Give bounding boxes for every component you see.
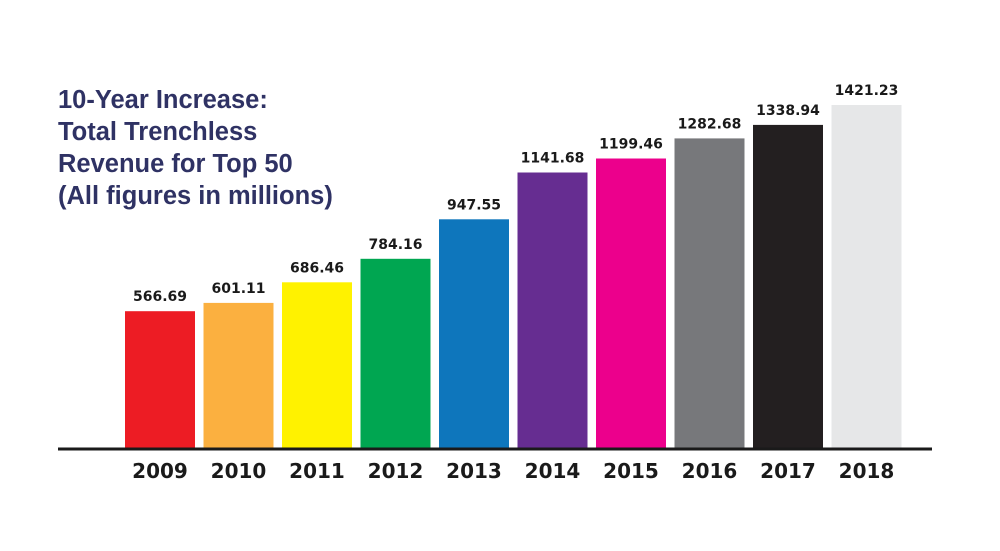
bars-group [125, 105, 902, 449]
value-label-2011: 686.46 [290, 260, 344, 276]
chart-title-line-4: (All figures in millions) [58, 182, 333, 210]
x-tick-label-2009: 2009 [132, 459, 188, 483]
x-tick-label-2011: 2011 [289, 459, 345, 483]
x-tick-label-2015: 2015 [603, 459, 659, 483]
bar-2012 [360, 258, 431, 448]
value-label-2014: 1141.68 [521, 151, 585, 167]
x-tick-label-2018: 2018 [839, 459, 895, 483]
bar-2010 [203, 302, 274, 448]
chart-title-line-3: Revenue for Top 50 [58, 150, 293, 178]
bar-2013 [439, 219, 509, 448]
value-label-2017: 1338.94 [756, 103, 820, 119]
bar-2016 [674, 138, 745, 448]
x-tick-label-2012: 2012 [368, 459, 424, 483]
chart-title-line-2: Total Trenchless [58, 118, 258, 146]
x-tick-label-2016: 2016 [682, 459, 738, 483]
bar-2014 [517, 172, 588, 448]
value-label-2018: 1421.23 [835, 83, 899, 99]
bar-2017 [753, 124, 823, 449]
value-label-2012: 784.16 [368, 237, 422, 253]
value-labels-group: 566.69 601.11 686.46 784.16 947.55 1141.68 119… [133, 83, 898, 305]
bar-2018 [831, 105, 902, 448]
value-label-2010: 601.11 [211, 281, 265, 297]
value-label-2015: 1199.46 [599, 137, 663, 153]
x-tick-label-2013: 2013 [446, 459, 502, 483]
chart-title-line-1: 10-Year Increase: [58, 86, 268, 114]
value-label-2013: 947.55 [447, 197, 501, 213]
value-label-2016: 1282.68 [678, 116, 742, 132]
chart-title: 10-Year Increase: Total Trenchless Reven… [58, 84, 333, 212]
x-tick-label-2010: 2010 [211, 459, 267, 483]
value-label-2009: 566.69 [133, 289, 187, 305]
x-tick-label-2014: 2014 [525, 459, 581, 483]
bar-2011 [282, 282, 352, 448]
x-axis-tick-labels: 2009 2010 2011 2012 2013 2014 2015 2016 2017 2018 [132, 459, 894, 483]
x-tick-label-2017: 2017 [760, 459, 816, 483]
bar-2009 [125, 311, 195, 448]
bar-2015 [596, 158, 666, 448]
